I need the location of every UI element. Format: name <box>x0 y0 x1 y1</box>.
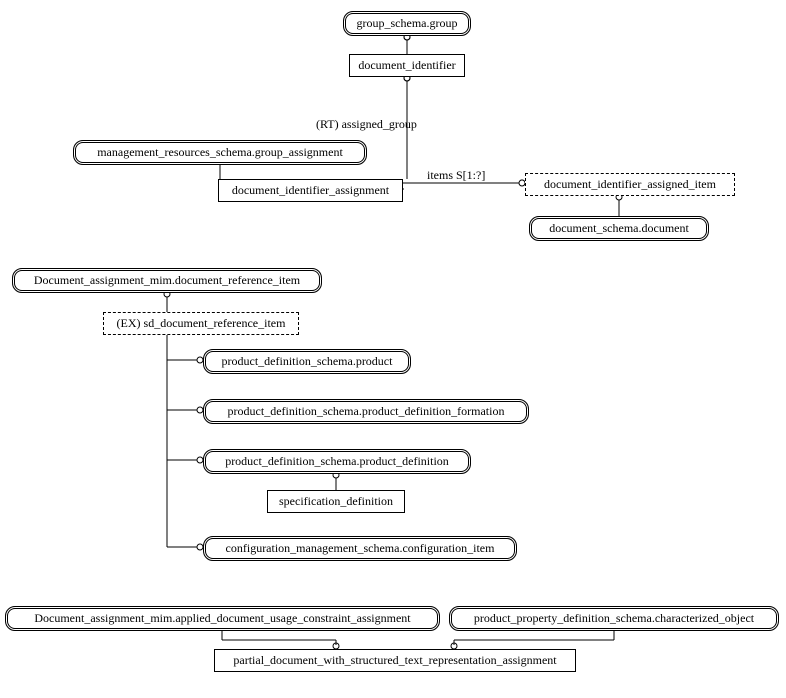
label: product_property_definition_schema.chara… <box>474 611 754 625</box>
node-product-definition: product_definition_schema.product_defini… <box>203 449 471 474</box>
label: group_schema.group <box>357 16 458 30</box>
label: document_identifier_assignment <box>232 183 389 197</box>
label: document_identifier_assigned_item <box>544 177 716 191</box>
edge-label-items: items S[1:?] <box>427 168 485 183</box>
node-product-def-schema-product: product_definition_schema.product <box>203 349 411 374</box>
node-applied-doc-usage: Document_assignment_mim.applied_document… <box>5 606 440 631</box>
label: document_identifier <box>358 58 455 72</box>
diagram-canvas: group_schema.group document_identifier m… <box>0 0 786 698</box>
node-document-identifier-assignment: document_identifier_assignment <box>218 179 403 202</box>
node-group-schema-group: group_schema.group <box>343 11 471 36</box>
label: document_schema.document <box>549 221 689 235</box>
label: product_definition_schema.product <box>222 354 393 368</box>
node-product-def-formation: product_definition_schema.product_defini… <box>203 399 529 424</box>
node-document-identifier-assigned-item: document_identifier_assigned_item <box>525 173 735 196</box>
label: (EX) sd_document_reference_item <box>117 316 286 330</box>
label: Document_assignment_mim.document_referen… <box>34 273 300 287</box>
node-partial-document: partial_document_with_structured_text_re… <box>214 649 576 672</box>
label: product_definition_schema.product_defini… <box>228 404 505 418</box>
node-management-resources: management_resources_schema.group_assign… <box>73 140 367 165</box>
edge-label-rt-assigned-group: (RT) assigned_group <box>316 117 417 132</box>
label: management_resources_schema.group_assign… <box>97 145 343 159</box>
node-document-identifier: document_identifier <box>349 54 465 77</box>
label: product_definition_schema.product_defini… <box>225 454 449 468</box>
label: configuration_management_schema.configur… <box>226 541 495 555</box>
node-config-item: configuration_management_schema.configur… <box>203 536 517 561</box>
node-document-schema-document: document_schema.document <box>529 216 709 241</box>
node-characterized-object: product_property_definition_schema.chara… <box>449 606 779 631</box>
label: partial_document_with_structured_text_re… <box>233 653 556 667</box>
label: Document_assignment_mim.applied_document… <box>34 611 410 625</box>
node-ex-sd-doc-ref: (EX) sd_document_reference_item <box>103 312 299 335</box>
label: specification_definition <box>279 494 393 508</box>
node-specification-definition: specification_definition <box>267 490 405 513</box>
node-doc-assignment-mim-ref: Document_assignment_mim.document_referen… <box>12 268 322 293</box>
